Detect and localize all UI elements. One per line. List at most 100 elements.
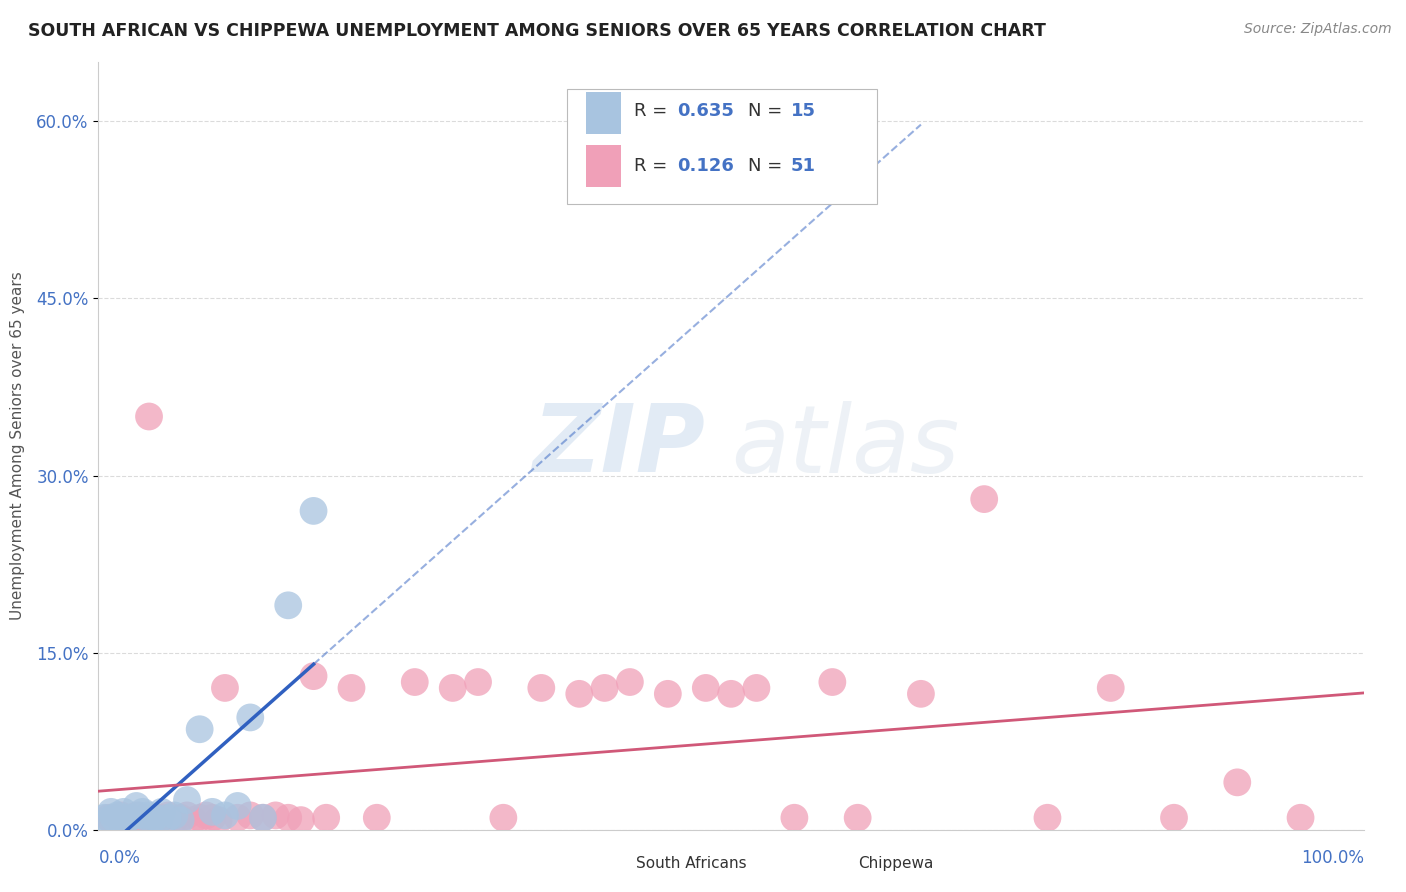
Point [208,813,231,827]
Point [593,681,616,695]
Text: 100.0%: 100.0% [1301,849,1364,867]
Text: 0.126: 0.126 [676,157,734,175]
Point [492,811,515,825]
Point [176,793,198,807]
Point [141,813,163,827]
Point [340,681,363,695]
Point [441,681,464,695]
Text: R =: R = [634,157,672,175]
Text: SOUTH AFRICAN VS CHIPPEWA UNEMPLOYMENT AMONG SENIORS OVER 65 YEARS CORRELATION C: SOUTH AFRICAN VS CHIPPEWA UNEMPLOYMENT A… [28,22,1046,40]
Text: N =: N = [748,157,787,175]
Point [264,808,287,822]
Point [188,723,211,737]
Point [1226,775,1249,789]
Point [1099,681,1122,695]
Point [145,811,166,825]
Point [821,675,844,690]
Text: N =: N = [748,102,787,120]
FancyBboxPatch shape [585,92,621,134]
Point [315,811,337,825]
Point [720,687,742,701]
Point [103,811,125,825]
Point [657,687,679,701]
Point [128,813,150,827]
Point [1163,811,1185,825]
Point [122,813,145,827]
Text: South Africans: South Africans [636,855,747,871]
Point [201,805,224,819]
FancyBboxPatch shape [592,855,627,871]
Point [157,808,180,822]
Point [277,811,299,825]
Point [194,808,218,822]
Text: ZIP: ZIP [533,400,706,492]
Point [226,799,249,814]
Point [568,687,591,701]
Point [132,805,155,819]
Point [110,813,132,827]
Point [252,811,274,825]
Point [135,811,157,825]
Text: R =: R = [634,102,672,120]
Point [745,681,768,695]
Point [404,675,426,690]
Point [115,813,138,827]
Point [148,813,170,827]
FancyBboxPatch shape [813,855,849,871]
Point [93,811,117,825]
Point [150,811,173,825]
Point [188,811,211,825]
Point [163,808,186,822]
Point [239,808,262,822]
Point [783,811,806,825]
Point [214,681,236,695]
Point [366,811,388,825]
Point [107,808,129,822]
Point [530,681,553,695]
FancyBboxPatch shape [567,89,877,204]
Text: Source: ZipAtlas.com: Source: ZipAtlas.com [1244,22,1392,37]
Point [112,813,135,827]
Point [302,669,325,683]
Point [290,813,312,827]
Point [467,675,489,690]
Text: 15: 15 [790,102,815,120]
Point [97,813,120,827]
Point [183,813,205,827]
Point [695,681,717,695]
Point [145,811,166,825]
Point [100,805,122,819]
Point [157,811,180,825]
Point [150,805,173,819]
Text: atlas: atlas [731,401,959,491]
Point [846,811,869,825]
Point [141,813,163,827]
Point [128,808,150,822]
Point [302,504,325,518]
Point [120,811,141,825]
Point [100,813,122,827]
Text: 51: 51 [790,157,815,175]
Y-axis label: Unemployment Among Seniors over 65 years: Unemployment Among Seniors over 65 years [10,272,25,620]
Point [138,409,160,424]
Point [169,813,191,827]
Point [107,811,129,825]
Point [252,811,274,825]
Point [132,811,155,825]
Point [125,808,148,822]
Point [125,799,148,814]
Point [619,675,641,690]
Point [110,808,132,822]
Point [148,813,170,827]
Point [277,599,299,613]
FancyBboxPatch shape [585,145,621,187]
Point [201,811,224,825]
Point [239,710,262,724]
Point [214,808,236,822]
Point [226,811,249,825]
Point [1289,811,1312,825]
Point [163,813,186,827]
Text: 0.635: 0.635 [676,102,734,120]
Point [169,811,191,825]
Text: 0.0%: 0.0% [98,849,141,867]
